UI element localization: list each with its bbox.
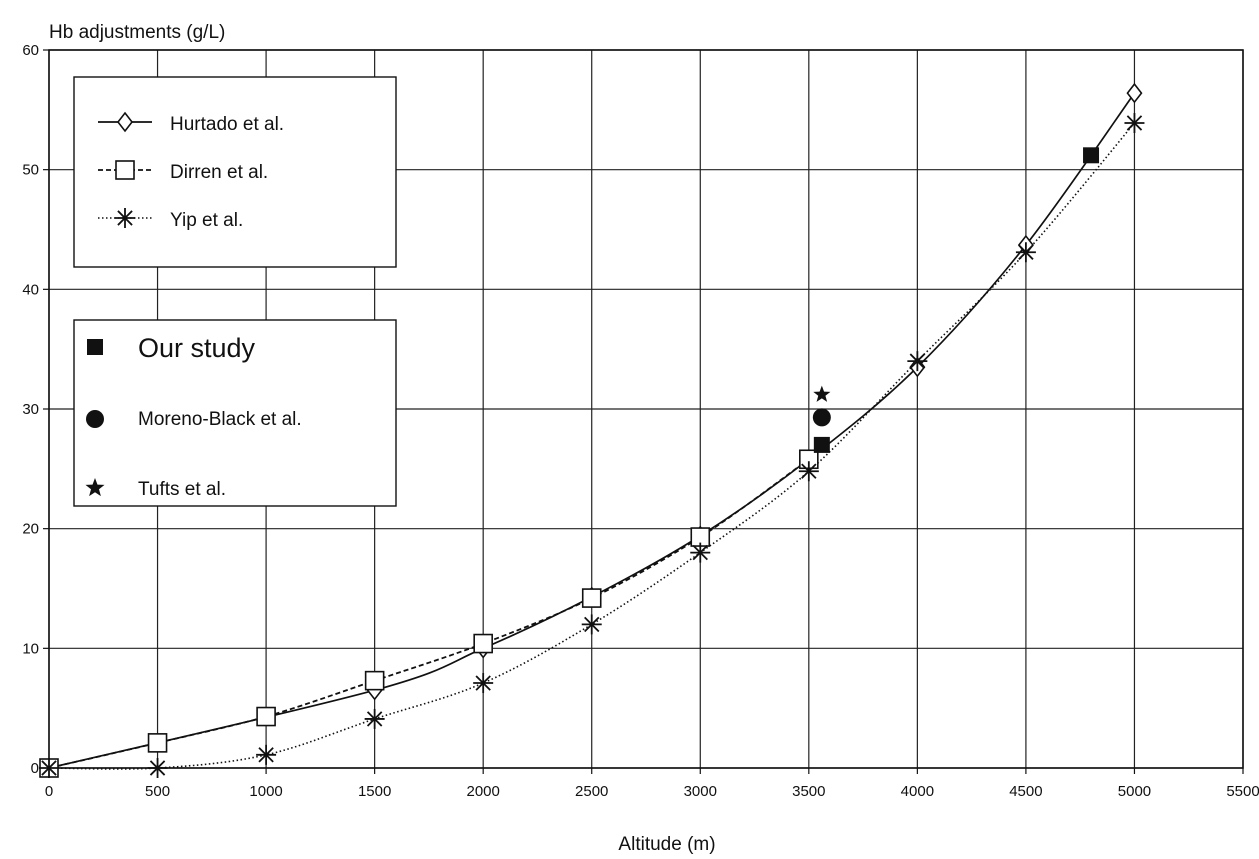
series-0-point <box>1126 82 1143 104</box>
legend-label-hurtado: Hurtado et al. <box>170 114 284 135</box>
series-1-point <box>581 588 602 608</box>
legend-points: Our study Moreno-Black et al. Tufts et a… <box>73 319 397 507</box>
x-tick-label: 2500 <box>575 783 608 800</box>
legend-label-moreno-black: Moreno-Black et al. <box>138 409 302 430</box>
series-2-point <box>39 758 59 778</box>
y-axis-ticks: 0 10 20 30 40 50 60 <box>22 42 49 777</box>
y-tick-label: 30 <box>22 401 39 418</box>
legend-label-dirren: Dirren et al. <box>170 162 268 183</box>
series-2-point <box>690 542 711 563</box>
x-tick-label: 0 <box>45 783 53 800</box>
legend-marker-tufts <box>85 478 105 497</box>
x-tick-label: 500 <box>145 783 170 800</box>
legend-label-tufts: Tufts et al. <box>138 479 226 500</box>
y-tick-label: 60 <box>22 42 39 59</box>
y-tick-label: 40 <box>22 281 39 298</box>
series-2-point <box>473 673 494 694</box>
y-tick-label: 50 <box>22 162 39 179</box>
x-axis-ticks: 0 500 1000 1500 2000 2500 3000 3500 4000 4500 5000… <box>45 768 1259 800</box>
legend-marker-2 <box>115 208 135 228</box>
series-2-point <box>907 351 928 372</box>
y-tick-label: 0 <box>31 760 39 777</box>
x-tick-label: 1000 <box>249 783 282 800</box>
series-2-point <box>256 744 277 765</box>
legend-marker-1 <box>115 160 135 180</box>
x-tick-label: 3000 <box>684 783 717 800</box>
series-2-point <box>1015 242 1036 263</box>
series-2-point <box>1124 112 1145 133</box>
series-1-point <box>473 633 493 654</box>
x-tick-label: 2000 <box>466 783 499 800</box>
series-line-2 <box>48 122 1136 770</box>
legend-lines: Hurtado et al. Dirren et al. Yip et al. <box>73 76 397 268</box>
legend-label-yip: Yip et al. <box>170 210 243 231</box>
study-point-0 <box>1083 147 1100 164</box>
x-tick-label: 1500 <box>358 783 391 800</box>
y-tick-label: 10 <box>22 640 39 657</box>
series-markers <box>39 82 1145 779</box>
legend-marker-moreno-black <box>86 410 104 428</box>
series-1-point <box>256 706 276 727</box>
x-tick-label: 3500 <box>792 783 825 800</box>
legend-marker-0 <box>116 111 134 133</box>
x-tick-label: 5500 <box>1226 783 1259 800</box>
series-2-point <box>147 758 168 778</box>
x-tick-label: 4000 <box>901 783 934 800</box>
series-2-point <box>364 708 385 729</box>
x-axis-title: Altitude (m) <box>618 834 715 855</box>
x-tick-label: 5000 <box>1118 783 1151 800</box>
series-1-point <box>364 670 385 691</box>
series-1-point <box>147 733 168 753</box>
study-point-1 <box>812 408 831 427</box>
x-tick-label: 4500 <box>1009 783 1042 800</box>
study-point-0 <box>813 436 830 453</box>
legend-label-our-study: Our study <box>138 333 256 363</box>
legend-marker-our-study <box>87 339 103 355</box>
y-axis-title: Hb adjustments (g/L) <box>49 22 225 43</box>
legend-points-box <box>73 319 397 507</box>
y-tick-label: 20 <box>22 521 39 538</box>
series-2-point <box>581 614 602 635</box>
series-2-point <box>798 461 819 482</box>
study-point-2 <box>813 385 831 402</box>
